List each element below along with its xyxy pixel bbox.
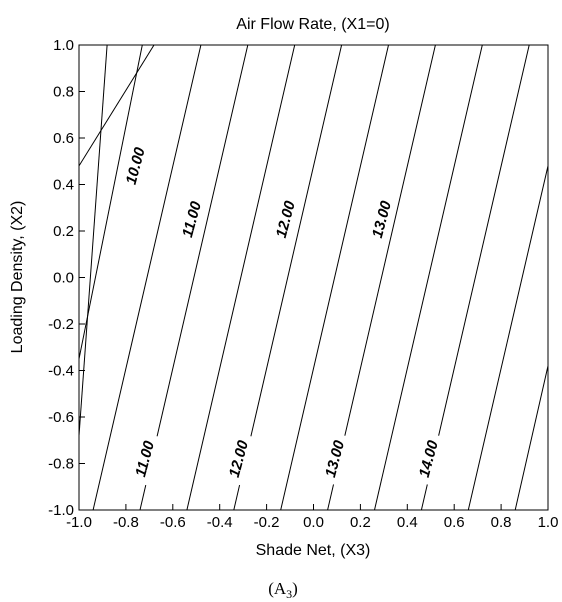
y-tick-label: 0.0 <box>53 270 74 287</box>
contour-label-gap <box>411 431 446 486</box>
chart-title: Air Flow Rate, (X1=0) <box>236 16 389 33</box>
y-tick-label: 0.4 <box>53 177 74 194</box>
contour-line <box>514 365 548 510</box>
contour-label-gap <box>364 192 399 247</box>
contour-label-gap <box>118 138 153 193</box>
contour-label-gap <box>174 192 209 247</box>
x-tick-label: 0.2 <box>350 514 371 531</box>
y-tick-label: -0.4 <box>48 363 74 380</box>
x-tick-label: 1.0 <box>538 514 559 531</box>
caption-end: ) <box>292 579 298 598</box>
contour-line <box>327 45 436 510</box>
x-tick-label: -0.4 <box>207 514 233 531</box>
x-tick-label: 0.6 <box>444 514 465 531</box>
contour-label-gap <box>268 192 303 247</box>
y-tick-label: 0.8 <box>53 84 74 101</box>
y-axis: -1.0 -0.8 -0.6 -0.4 -0.2 0.0 0.2 0.4 0.6 0.8 1.0 <box>48 37 85 519</box>
contour-line <box>79 45 143 359</box>
x-tick-label: -0.8 <box>113 514 139 531</box>
contour-line <box>92 45 202 510</box>
contour-line <box>186 45 296 510</box>
y-tick-label: -0.6 <box>48 409 74 426</box>
y-tick-label: -0.2 <box>48 316 74 333</box>
contour-line <box>374 45 483 510</box>
y-tick-label: 0.2 <box>53 223 74 240</box>
y-tick-label: 1.0 <box>53 37 74 54</box>
x-axis-title: Shade Net, (X3) <box>256 542 371 559</box>
y-tick-label: -1.0 <box>48 502 74 519</box>
contour-label-gap <box>127 431 162 486</box>
x-tick-label: -0.6 <box>160 514 186 531</box>
caption-main: (A <box>268 579 287 598</box>
contour-line <box>79 45 155 167</box>
y-tick-label: 0.6 <box>53 130 74 147</box>
contour-line <box>420 45 530 510</box>
caption-subscript: 3 <box>286 587 292 601</box>
x-tick-label: -1.0 <box>66 514 92 531</box>
x-tick-label: 0.8 <box>491 514 512 531</box>
figure-caption: (A3) <box>268 579 298 601</box>
x-tick-label: 0.4 <box>397 514 418 531</box>
contour-lines <box>79 45 548 510</box>
contour-line <box>280 45 389 510</box>
contour-line <box>233 45 343 510</box>
x-tick-label: 0.0 <box>303 514 324 531</box>
contour-line <box>139 45 249 510</box>
contour-label-gap <box>317 431 352 486</box>
y-tick-label: -0.8 <box>48 456 74 473</box>
x-tick-label: -0.2 <box>254 514 280 531</box>
contour-line <box>467 165 548 510</box>
x-axis: -1.0 -0.8 -0.6 -0.4 -0.2 0.0 0.2 0.4 0.6 0.8 1.0 <box>66 504 558 531</box>
y-axis-title: Loading Density, (X2) <box>9 201 26 354</box>
contour-label-gap <box>221 431 256 486</box>
